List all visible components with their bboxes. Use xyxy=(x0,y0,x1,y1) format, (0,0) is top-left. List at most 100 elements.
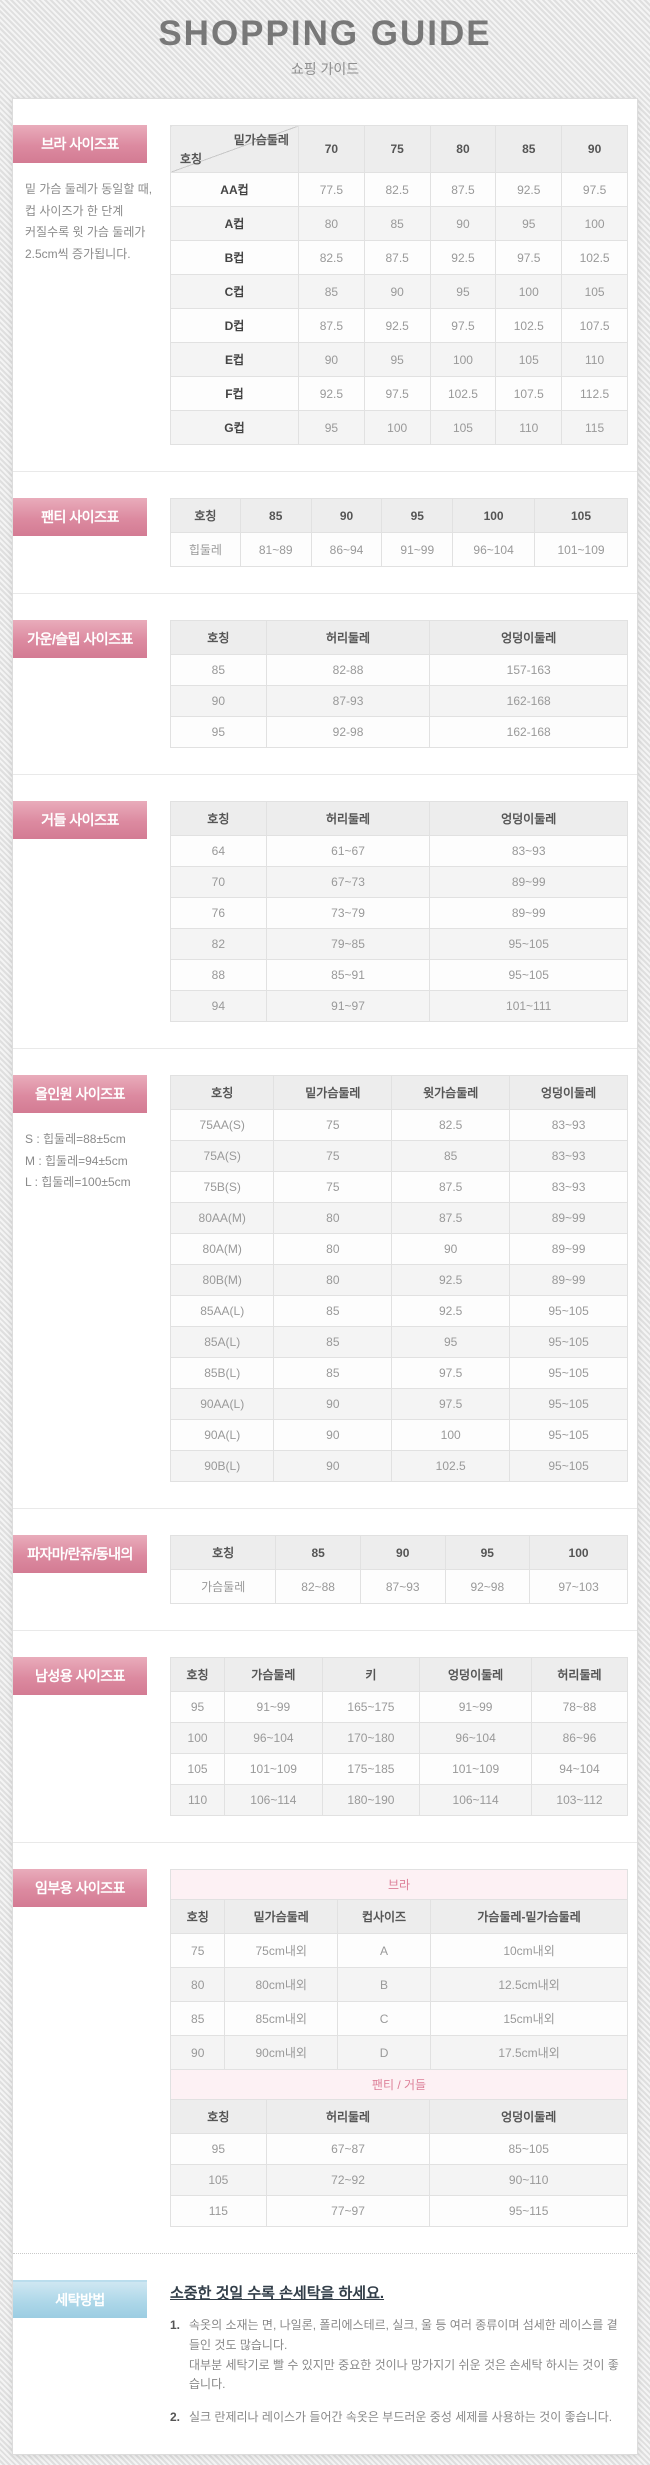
data-cell: 80AA(M) xyxy=(169,1202,275,1234)
data-cell: 75AA(S) xyxy=(169,1109,275,1141)
column-header: 호칭 xyxy=(169,1657,226,1692)
data-cell: 85 xyxy=(169,2001,226,2036)
section-allinone: 올인원 사이즈표 S : 힙둘레=88±5cm M : 힙둘레=94±5cm L… xyxy=(13,1049,637,1508)
data-cell: 80 xyxy=(273,1233,393,1265)
column-header: 호칭 xyxy=(170,801,267,836)
section-label-bra: 브라 사이즈표 xyxy=(13,125,147,163)
washing-item: 2. 실크 란제리나 레이스가 들어간 속옷은 부드러운 중성 세제를 사용하는… xyxy=(170,2408,624,2428)
data-cell: 106~114 xyxy=(419,1784,532,1816)
table-row: F컵 92.5 97.5 102.5 107.5 112.5 xyxy=(170,376,628,411)
size-table: 호칭 밑가슴둘레 윗가슴둘레 엉덩이둘레 75AA(S) 75 82.5 83~93 75A(S… xyxy=(169,1075,628,1482)
data-cell: 165~175 xyxy=(321,1691,421,1723)
table-row: 85 85cm내외 C 15cm내외 xyxy=(169,2001,628,2036)
note-line: 2.5cm씩 증가됩니다. xyxy=(25,246,131,261)
data-cell: 80 xyxy=(297,206,365,241)
data-cell: 92.5 xyxy=(297,376,365,411)
data-cell: 90A(L) xyxy=(169,1419,275,1451)
column-header: 호칭 xyxy=(170,2099,267,2134)
data-cell: 79~85 xyxy=(265,928,431,960)
data-cell: 105 xyxy=(495,342,563,377)
data-cell: 95 xyxy=(495,206,563,241)
column-header: 85 xyxy=(239,498,312,533)
data-cell: 95~105 xyxy=(429,959,628,991)
table-row: 가슴둘레 82~88 87~93 92~98 97~103 xyxy=(169,1569,628,1604)
bra-note: 밑 가슴 둘레가 동일할 때, 컵 사이즈가 한 단계 커질수록 윗 가슴 둘레… xyxy=(25,179,170,265)
row-header: C컵 xyxy=(170,274,299,309)
table-row: 82 79~85 95~105 xyxy=(170,928,628,960)
section-divider xyxy=(13,1630,637,1631)
data-cell: 162-168 xyxy=(429,685,628,717)
data-cell: 95~105 xyxy=(509,1326,628,1358)
column-header: 엉덩이둘레 xyxy=(429,2099,628,2134)
column-header: 호칭 xyxy=(169,1899,226,1934)
table-row: 85A(L) 85 95 95~105 xyxy=(169,1326,628,1358)
data-cell: 95~115 xyxy=(429,2195,628,2227)
table-row: 75A(S) 75 85 83~93 xyxy=(169,1140,628,1172)
data-cell: 97.5 xyxy=(363,376,431,411)
row-header: F컵 xyxy=(170,376,299,411)
data-cell: 90 xyxy=(391,1233,511,1265)
data-cell: 107.5 xyxy=(495,376,563,411)
column-header: 75 xyxy=(363,125,431,173)
content-box: 브라 사이즈표 밑 가슴 둘레가 동일할 때, 컵 사이즈가 한 단계 커질수록… xyxy=(12,98,638,2455)
section-maternity: 임부용 사이즈표 브라 호칭 밑가슴둘레 컵사이즈 가슴둘레-밑가슴둘레 75 75cm내외… xyxy=(13,1843,637,2253)
data-cell: 175~185 xyxy=(321,1753,421,1785)
data-cell: 102.5 xyxy=(561,240,628,275)
table-row: C컵 85 90 95 100 105 xyxy=(170,274,628,309)
data-cell: 85cm내외 xyxy=(224,2001,338,2036)
table-row: 85 82-88 157-163 xyxy=(170,654,628,686)
data-cell: 82.5 xyxy=(297,240,365,275)
data-cell: 85A(L) xyxy=(169,1326,275,1358)
data-cell: 85B(L) xyxy=(169,1357,275,1389)
row-header: B컵 xyxy=(170,240,299,275)
data-cell: 87.5 xyxy=(363,240,431,275)
washing-item-number: 2. xyxy=(170,2410,181,2425)
data-cell: 85 xyxy=(273,1357,393,1389)
data-cell: 73~79 xyxy=(265,897,431,929)
data-cell: 95~105 xyxy=(509,1388,628,1420)
data-cell: 90 xyxy=(297,342,365,377)
column-header: 엉덩이둘레 xyxy=(419,1657,532,1692)
column-header: 호칭 xyxy=(169,1075,275,1110)
section-label-pajama: 파자마/란쥬/동내의 xyxy=(13,1535,147,1573)
data-cell: 75 xyxy=(273,1171,393,1203)
note-line: 컵 사이즈가 한 단계 xyxy=(25,203,124,218)
data-cell: 103~112 xyxy=(530,1784,629,1816)
data-cell: 85AA(L) xyxy=(169,1295,275,1327)
size-table: 호칭 85 90 95 100 가슴둘레 82~88 87~93 92~98 97~103 xyxy=(169,1535,628,1604)
column-header: 호칭 xyxy=(170,620,267,655)
data-cell: 105 xyxy=(561,274,628,309)
data-cell: 92~98 xyxy=(444,1569,531,1604)
data-cell: 96~104 xyxy=(419,1722,532,1754)
data-cell: 86~96 xyxy=(530,1722,629,1754)
column-header: 80 xyxy=(429,125,497,173)
data-cell: 90 xyxy=(273,1450,393,1482)
table-row: 85AA(L) 85 92.5 95~105 xyxy=(169,1295,628,1327)
section-divider xyxy=(13,1048,637,1049)
column-header: 가슴둘레-밑가슴둘레 xyxy=(430,1899,628,1934)
data-cell: 80 xyxy=(169,1967,226,2002)
data-cell: 105 xyxy=(169,1753,226,1785)
section-washing: 세탁방법 소중한 것일 수록 손세탁을 하세요. 1. 속옷의 소재는 면, 나… xyxy=(13,2254,637,2454)
data-cell: 157-163 xyxy=(429,654,628,686)
table-row: 90A(L) 90 100 95~105 xyxy=(169,1419,628,1451)
data-cell: 97.5 xyxy=(495,240,563,275)
data-cell: 90 xyxy=(273,1419,393,1451)
band-header: 팬티 / 거들 xyxy=(170,2069,628,2100)
washing-title: 소중한 것일 수록 손세탁을 하세요. xyxy=(170,2285,385,2302)
data-cell: 100 xyxy=(363,410,431,445)
data-cell: 91~99 xyxy=(381,532,454,567)
section-washing-side: 세탁방법 xyxy=(13,2280,170,2428)
allinone-note: S : 힙둘레=88±5cm M : 힙둘레=94±5cm L : 힙둘레=10… xyxy=(25,1129,170,1194)
data-cell: 86~94 xyxy=(310,532,383,567)
data-cell: 90AA(L) xyxy=(169,1388,275,1420)
column-header: 85 xyxy=(495,125,563,173)
data-cell: 90B(L) xyxy=(169,1450,275,1482)
data-cell: 70 xyxy=(170,866,267,898)
pajama-size-table: 호칭 85 90 95 100 가슴둘레 82~88 87~93 92~98 97~103 xyxy=(169,1535,628,1604)
size-table: 브라 호칭 밑가슴둘레 컵사이즈 가슴둘레-밑가슴둘레 75 75cm내외 A 10cm내외 80… xyxy=(169,1869,628,2070)
column-header: 호칭 xyxy=(170,498,241,533)
girdle-size-table: 호칭 허리둘레 엉덩이둘레 64 61~67 83~93 70 67~73 89~99 76 73~… xyxy=(170,801,628,1022)
data-cell: 97~103 xyxy=(529,1569,628,1604)
data-cell: 85 xyxy=(391,1140,511,1172)
